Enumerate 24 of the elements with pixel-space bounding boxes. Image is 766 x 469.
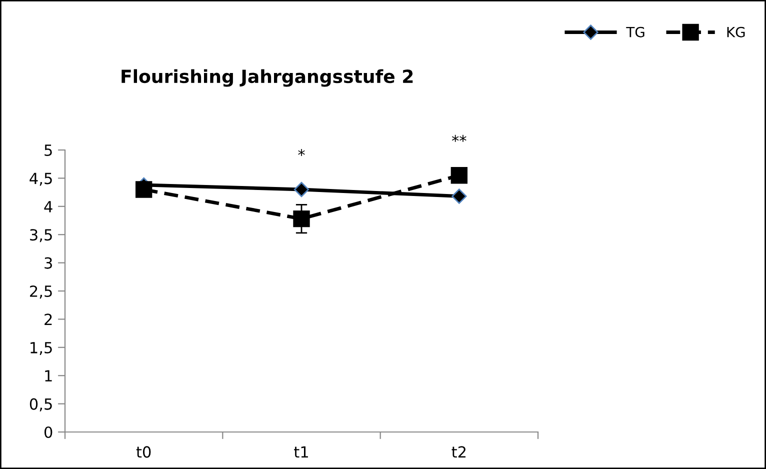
legend-label: KG [727, 26, 745, 38]
point [452, 188, 467, 204]
point [293, 210, 310, 228]
y-tick-label: 5 [44, 144, 52, 156]
chart-title: Flourishing Jahrgangsstufe 2 [122, 69, 413, 87]
y-tick-label: 0 [44, 426, 52, 438]
y-tick-label: 2,5 [30, 285, 52, 299]
y-tick-label: 3,5 [30, 229, 52, 242]
point [136, 181, 152, 198]
y-tick-label: 3 [44, 257, 52, 269]
x-tick-label: t1 [294, 446, 308, 458]
legend-label: TG [626, 26, 644, 38]
y-tick-label: 4,5 [30, 172, 52, 186]
y-tick-label: 1 [45, 370, 52, 382]
annotation: ** [452, 134, 466, 142]
annotation: * [298, 149, 305, 156]
y-tick-label: 1,5 [30, 342, 52, 355]
y-tick-label: 2 [44, 314, 52, 326]
y-tick-label: 4 [44, 201, 52, 212]
point [450, 167, 468, 184]
point [294, 182, 310, 198]
x-tick-label: t2 [452, 446, 466, 458]
y-tick-label: 0,5 [30, 398, 52, 412]
x-tick-label: t0 [136, 446, 151, 458]
